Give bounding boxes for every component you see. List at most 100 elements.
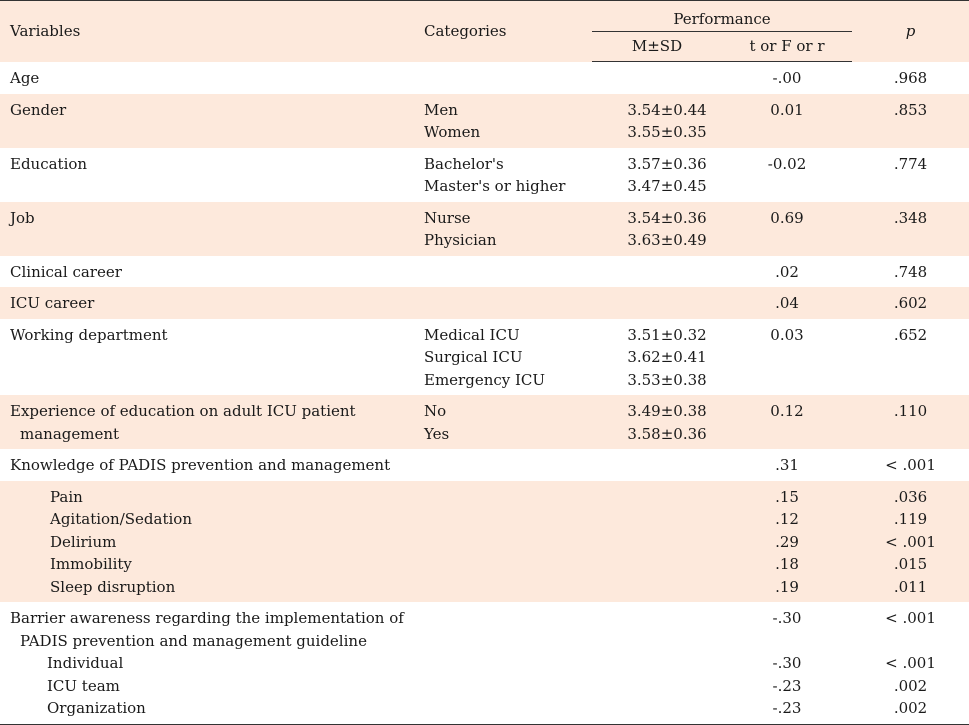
msd-cell (592, 62, 722, 94)
variable-label: ICU team (47, 676, 120, 695)
category-label: Physician (424, 231, 497, 249)
variable-label: Gender (10, 100, 67, 119)
statistic-value: .04 (775, 294, 799, 312)
p-value: < .001 (885, 609, 936, 627)
msd-value: 3.55±0.35 (627, 123, 707, 141)
statistic-value: 0.69 (770, 208, 804, 227)
performance-divider (592, 30, 853, 32)
table-row: Clinical career .02 .748 (0, 256, 969, 288)
p-value: .036 (893, 487, 928, 506)
category-cell (414, 287, 592, 319)
variable-label: Sleep disruption (50, 577, 176, 596)
msd-value: 3.47±0.45 (627, 177, 707, 195)
variable-label: Clinical career (10, 262, 122, 281)
table-row: Job Nurse Physician 3.54±0.36 3.63±0.49 0.69.… (0, 201, 969, 256)
category-cell: Men Women (414, 93, 592, 148)
statistic-value: -0.02 (767, 154, 807, 173)
statistic-value: 0.03 (770, 325, 804, 344)
statistic-value (722, 630, 852, 653)
category-label: Men (424, 100, 458, 119)
p-value-cell: .968 (852, 62, 969, 94)
statistic-cell: -.00 (722, 62, 852, 94)
variable-cell: ICU career (0, 287, 414, 319)
variable-cell: Working department (0, 319, 414, 396)
p-value: .968 (893, 68, 928, 87)
p-value-cell: < .001 (852, 449, 969, 481)
statistic-cell: -0.02 (722, 148, 852, 202)
p-value-cell: .853 (852, 93, 969, 148)
variable-cell: Education (0, 148, 414, 202)
p-value: .774 (893, 154, 928, 173)
p-value-cell: .036 .119 < .001 .015 .011 (852, 480, 969, 602)
msd-value: 3.54±0.36 (627, 208, 707, 227)
table-body: Age -.00 .968 Gender Men Women 3.54±0.44 3.55±0… (0, 62, 969, 725)
variable-label: ICU career (10, 294, 95, 312)
variable-cell: Experience of education on adult ICU pat… (0, 395, 414, 449)
variable-label: Agitation/Sedation (50, 510, 192, 528)
statistic-cell: .15 .12 .29 .18 .19 (722, 480, 853, 602)
header-p: p (852, 0, 969, 62)
variable-label: Immobility (50, 555, 132, 573)
p-value: < .001 (885, 456, 936, 474)
msd-cell (592, 287, 722, 319)
statistic-cell: 0.12 (722, 395, 853, 449)
statistic-cell: 0.69 (722, 201, 853, 256)
category-cell: No Yes (414, 395, 592, 449)
header-msd: M±SD (592, 31, 722, 62)
variable-cell: Job (0, 201, 414, 256)
statistic-cell: -.30 -.30 -.23 -.23 (722, 602, 853, 725)
header-performance: Performance (592, 0, 853, 32)
table-row: Pain Agitation/Sedation Delirium Immobility… (0, 480, 969, 602)
msd-value: 3.54±0.44 (627, 100, 707, 119)
statistic-value: -.23 (772, 676, 802, 695)
variable-cell: Age (0, 62, 414, 94)
variable-label: Education (10, 154, 88, 173)
table-row: Working department Medical ICU Surgical IC… (0, 319, 969, 396)
table-row: ICU career .04 .602 (0, 287, 969, 319)
p-value (852, 630, 969, 653)
msd-value: 3.57±0.36 (627, 154, 707, 173)
variable-label: Organization (47, 699, 146, 717)
table-row: Knowledge of PADIS prevention and manage… (0, 449, 969, 481)
p-value-cell: .110 (852, 395, 969, 449)
statistic-value: .02 (775, 262, 799, 281)
p-value: .110 (893, 402, 928, 420)
variable-cell: Clinical career (0, 256, 414, 288)
p-value: .002 (893, 699, 928, 717)
p-value-cell: < .001 < .001 .002 .002 (852, 602, 969, 725)
category-label: Bachelor's (424, 154, 504, 173)
p-value: < .001 (885, 532, 936, 551)
p-value-cell: .652 (852, 319, 969, 396)
variable-label: PADIS prevention and management guidelin… (20, 631, 367, 650)
msd-cell: 3.49±0.38 3.58±0.36 (592, 395, 722, 449)
msd-cell (592, 449, 722, 481)
statistic-cell: .04 (722, 287, 853, 319)
statistic-value: .15 (775, 487, 799, 506)
table-row: Experience of education on adult ICU pat… (0, 395, 969, 449)
msd-cell (592, 256, 722, 288)
header-categories: Categories (414, 0, 592, 62)
p-value-cell: .774 (852, 148, 969, 202)
statistic-value: 0.01 (770, 100, 804, 119)
statistic-value: -.30 (772, 654, 802, 672)
msd-cell: 3.57±0.36 3.47±0.45 (592, 148, 722, 202)
statistic-cell: .31 (722, 449, 852, 481)
variable-label: Pain (50, 487, 83, 506)
msd-cell (592, 602, 722, 725)
p-value-cell: .602 (852, 287, 969, 319)
p-value: .652 (893, 325, 928, 344)
msd-value: 3.62±0.41 (627, 348, 707, 366)
p-value: .748 (893, 262, 928, 281)
statistic-value: -.23 (772, 699, 802, 717)
statistic-value: .12 (775, 510, 799, 528)
msd-value: 3.49±0.38 (627, 402, 707, 420)
msd-cell: 3.54±0.44 3.55±0.35 (592, 93, 722, 148)
variable-label: Barrier awareness regarding the implemen… (10, 609, 404, 627)
category-cell (414, 449, 592, 481)
table-header: Variables Categories Performance p M±SD … (0, 0, 969, 62)
category-cell (414, 256, 592, 288)
header-tfr: t or F or r (722, 31, 853, 62)
category-cell: Bachelor's Master's or higher (414, 148, 592, 202)
